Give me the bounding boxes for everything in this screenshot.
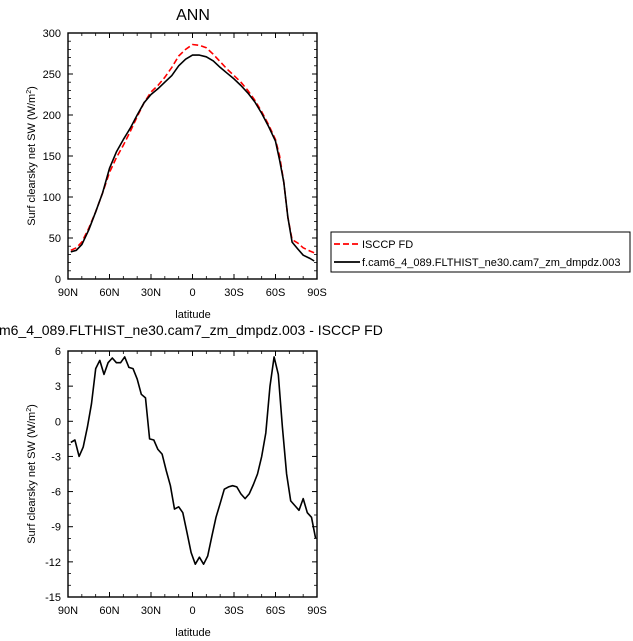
top-y-tick-label: 250 [43, 69, 61, 81]
top-x-tick-labels: 90N 60N 30N 0 30S 60S 90S [58, 287, 327, 299]
bottom-y-tick-label: -15 [45, 592, 61, 604]
bottom-x-tick-label: 90S [307, 605, 327, 617]
top-y-tick-label: 300 [43, 28, 61, 40]
bottom-x-tick-label: 90N [58, 605, 78, 617]
top-chart-title: ANN [176, 7, 210, 24]
top-panel: ANN 90N 60N 30N 0 30S 60S 90S 0 50 100 150 200 250 3… [26, 7, 327, 321]
top-series-line-1 [70, 54, 315, 262]
top-y-tick-label: 100 [43, 192, 61, 204]
bottom-series-lines [70, 356, 317, 566]
top-plot-frame [67, 32, 318, 280]
top-series-lines [70, 43, 315, 262]
bottom-y-tick-labels: -15 -12 -9 -6 -3 0 3 6 [45, 346, 61, 604]
bottom-y-tick-label: 0 [55, 416, 61, 428]
bottom-series-line-0 [70, 356, 317, 566]
top-y-axis-label: Surf clearsky net SW (W/m2) [26, 86, 38, 226]
top-y-tick-label: 0 [55, 274, 61, 286]
top-y-tick-label: 150 [43, 151, 61, 163]
bottom-x-tick-label: 0 [189, 605, 195, 617]
bottom-plot-frame [67, 350, 318, 598]
legend: ISCCP FD f.cam6_4_089.FLTHIST_ne30.cam7_… [330, 231, 631, 273]
bottom-y-tick-label: 3 [55, 381, 61, 393]
bottom-y-tick-label: -6 [51, 487, 61, 499]
top-x-axis-label: latitude [175, 309, 210, 321]
top-x-tick-label: 30S [224, 287, 244, 299]
bottom-x-tick-labels: 90N 60N 30N 0 30S 60S 90S [58, 605, 327, 617]
bottom-y-tick-label: 6 [55, 346, 61, 358]
bottom-y-axis-label: Surf clearsky net SW (W/m2) [26, 404, 38, 544]
bottom-panel: am6_4_089.FLTHIST_ne30.cam7_zm_dmpdz.003… [0, 322, 383, 639]
top-x-tick-label: 60S [266, 287, 286, 299]
legend-label-isccp: ISCCP FD [362, 239, 413, 251]
bottom-x-tick-label: 30N [141, 605, 161, 617]
top-y-tick-label: 200 [43, 110, 61, 122]
bottom-x-tick-label: 30S [224, 605, 244, 617]
top-x-tick-label: 90S [307, 287, 327, 299]
top-x-tick-label: 60N [99, 287, 119, 299]
bottom-x-tick-label: 60N [99, 605, 119, 617]
bottom-x-tick-label: 60S [266, 605, 286, 617]
bottom-y-tick-label: -9 [51, 522, 61, 534]
top-y-tick-label: 50 [49, 233, 61, 245]
top-x-tick-label: 0 [189, 287, 195, 299]
bottom-chart-title: am6_4_089.FLTHIST_ne30.cam7_zm_dmpdz.003… [0, 322, 383, 338]
top-x-tick-label: 30N [141, 287, 161, 299]
top-x-tick-label: 90N [58, 287, 78, 299]
legend-label-model: f.cam6_4_089.FLTHIST_ne30.cam7_zm_dmpdz.… [362, 257, 620, 269]
bottom-x-axis-label: latitude [175, 627, 210, 639]
top-y-tick-labels: 0 50 100 150 200 250 300 [43, 28, 61, 286]
bottom-y-tick-label: -12 [45, 557, 61, 569]
bottom-y-tick-label: -3 [51, 451, 61, 463]
legend-box [330, 231, 631, 273]
